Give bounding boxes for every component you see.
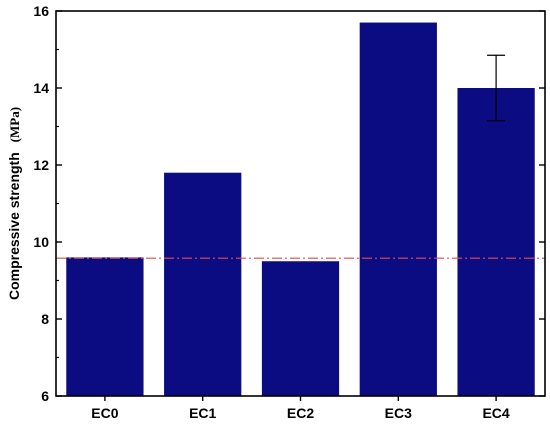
x-tick-label-ec3: EC3 (385, 405, 412, 421)
y-tick-label: 10 (33, 234, 49, 250)
x-tick-label-ec4: EC4 (482, 405, 509, 421)
y-axis-unit: (MPa) (7, 107, 22, 142)
bar-ec4 (457, 88, 535, 396)
bar-ec2 (261, 261, 340, 396)
y-tick-label: 8 (41, 311, 49, 327)
bar-ec1 (164, 172, 242, 396)
bar-ec0 (66, 257, 144, 396)
x-tick-label-ec0: EC0 (91, 405, 118, 421)
x-tick-label-ec1: EC1 (189, 405, 216, 421)
bars-layer (66, 22, 535, 397)
y-tick-label: 6 (41, 388, 49, 404)
y-tick-label: 12 (33, 157, 49, 173)
bar-ec3 (359, 22, 437, 397)
y-axis-title: Compressive strength (MPa) (6, 107, 22, 300)
y-axis-ticks: 6 8 10 12 14 16 (33, 3, 545, 404)
x-tick-label-ec2: EC2 (287, 405, 314, 421)
x-axis-ticks: EC0 EC1 EC2 EC3 EC4 (91, 396, 510, 421)
y-tick-label: 14 (33, 80, 49, 96)
error-bars-layer (487, 54, 506, 122)
y-tick-label: 16 (33, 3, 49, 19)
y-axis-label: Compressive strength (6, 152, 22, 300)
